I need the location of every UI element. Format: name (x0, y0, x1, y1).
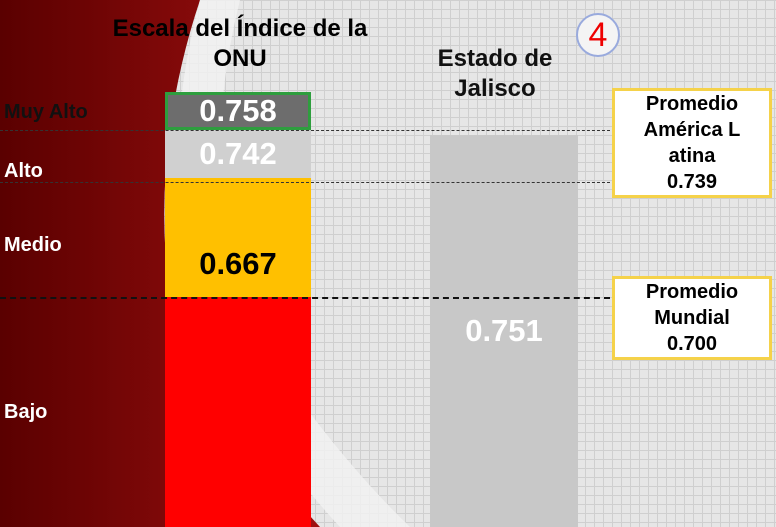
state-title: Estado de Jalisco (420, 44, 570, 104)
level-label: Alto (4, 160, 43, 183)
average-value: 0.700 (615, 331, 769, 357)
value-label: 0.742 (165, 136, 311, 172)
background-art (0, 0, 776, 527)
value-label: 0.758 (165, 93, 311, 129)
average-label: Promedio América Latina (642, 91, 742, 169)
level-label: Muy Alto (4, 101, 88, 124)
segment-bajo (165, 297, 311, 527)
value-label: 0.751 (430, 313, 578, 349)
average-box: Promedio Mundial 0.700 (612, 276, 772, 360)
divider (0, 297, 610, 299)
scale-title: Escala del Índice de la ONU (100, 14, 380, 74)
value-label: 0.667 (165, 246, 311, 282)
average-label: Promedio Mundial (642, 279, 742, 331)
average-box: Promedio América Latina 0.739 (612, 88, 772, 198)
average-value: 0.739 (615, 169, 769, 195)
level-label: Medio (4, 234, 62, 257)
badge: 4 (576, 13, 620, 57)
divider (0, 182, 610, 183)
level-label: Bajo (4, 401, 47, 424)
slide: Escala del Índice de la ONU Estado de Ja… (0, 0, 776, 527)
divider (0, 130, 610, 131)
